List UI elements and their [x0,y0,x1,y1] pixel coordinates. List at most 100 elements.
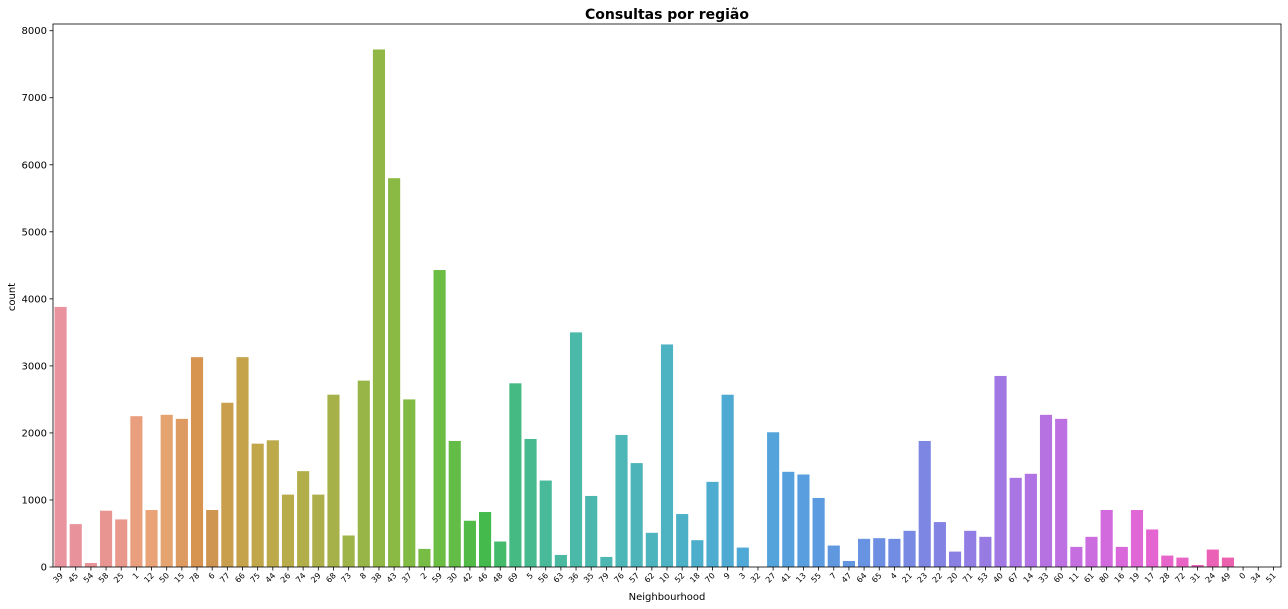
x-tick-label: 5 [525,571,535,581]
bar-2 [418,548,431,567]
x-tick-label: 11 [1067,571,1081,585]
bar-66 [236,357,249,567]
bar-16 [1115,546,1128,567]
bar-57 [630,463,643,567]
y-tick-label: 7000 [22,93,47,104]
bar-75 [251,443,264,567]
bar-69 [509,383,522,567]
bar-58 [100,510,113,567]
y-axis-ticks: 0 1000 2000 3000 4000 5000 6000 7000 8000 [22,26,53,574]
x-tick-label: 35 [582,571,596,585]
bar-68 [327,394,340,567]
bar-39 [54,306,67,567]
x-tick-label: 25 [112,571,126,585]
bar-28 [1161,555,1174,567]
x-tick-label: 51 [1264,571,1278,585]
x-tick-label: 21 [900,571,914,585]
x-tick-label: 58 [97,571,111,585]
x-tick-label: 78 [188,571,202,585]
x-tick-label: 42 [461,571,475,585]
bar-24 [1206,549,1219,567]
bar-38 [372,49,386,568]
bar-21 [903,530,916,567]
bar-49 [1221,557,1234,567]
x-tick-label: 4 [889,571,899,581]
bar-8 [357,380,370,567]
x-tick-label: 34 [1249,571,1263,585]
bar-78 [190,357,204,567]
bar-55 [812,497,825,567]
x-tick-label: 20 [946,571,960,585]
bar-40 [994,375,1007,567]
x-tick-label: 47 [840,571,854,585]
x-tick-label: 17 [1143,571,1157,585]
bar-15 [175,418,188,567]
x-tick-label: 10 [658,571,672,585]
x-tick-label: 44 [264,571,278,585]
x-tick-label: 26 [279,571,293,585]
x-tick-label: 75 [249,571,263,585]
x-tick-label: 39 [51,571,65,585]
bar-60 [1055,418,1068,567]
y-tick-label: 0 [41,563,47,574]
x-tick-label: 55 [809,571,823,585]
x-tick-label: 71 [961,571,975,585]
x-tick-label: 9 [722,571,732,581]
bar-62 [645,532,658,567]
x-axis-label: Neighbourhood [629,592,706,603]
x-tick-label: 72 [1173,571,1187,585]
x-axis-ticks: 39 45 54 58 25 1 12 50 15 78 6 77 66 75 44 26 74 29 68 73 8 3… [51,567,1278,585]
x-tick-label: 31 [1188,571,1202,585]
bar-11 [1070,546,1083,567]
x-tick-label: 30 [446,571,460,585]
bar-18 [691,540,704,567]
bar-52 [676,514,689,567]
x-tick-label: 54 [82,571,96,585]
y-tick-label: 6000 [22,160,47,171]
x-tick-label: 57 [628,571,642,585]
x-tick-label: 6 [207,571,217,581]
bar-31 [1191,564,1204,567]
y-tick-label: 8000 [22,26,47,37]
x-tick-label: 29 [309,571,323,585]
x-tick-label: 73 [339,571,353,585]
bar-4 [888,538,901,567]
x-tick-label: 2 [419,571,429,581]
x-tick-label: 14 [1022,571,1036,585]
x-tick-label: 65 [870,571,884,585]
bar-30 [448,440,461,567]
bar-79 [600,556,613,567]
bar-10 [660,344,674,567]
x-tick-label: 12 [142,571,156,585]
bar-76 [615,434,628,567]
bar-33 [1039,414,1053,567]
x-tick-label: 59 [430,571,444,585]
x-tick-label: 45 [67,571,81,585]
bar-44 [266,440,279,567]
x-tick-label: 52 [673,571,687,585]
bar-67 [1009,477,1022,567]
x-tick-label: 68 [324,571,338,585]
x-tick-label: 66 [233,571,247,585]
bar-14 [1024,473,1037,567]
bar-54 [84,562,97,567]
bar-45 [69,524,82,567]
bar-19 [1130,510,1144,567]
bar-23 [918,440,931,567]
bars-group [54,49,1234,568]
x-tick-label: 80 [1098,571,1112,585]
bar-59 [433,270,446,567]
bar-80 [1100,510,1113,567]
bar-29 [312,494,325,567]
x-tick-label: 43 [385,571,399,585]
bar-17 [1146,529,1159,567]
x-tick-label: 7 [828,571,838,581]
y-tick-label: 1000 [22,495,47,506]
x-tick-label: 19 [1128,571,1142,585]
bar-72 [1176,557,1189,567]
bar-47 [842,560,855,567]
x-tick-label: 46 [476,571,490,585]
x-tick-label: 67 [1007,571,1021,585]
bar-64 [858,538,871,567]
